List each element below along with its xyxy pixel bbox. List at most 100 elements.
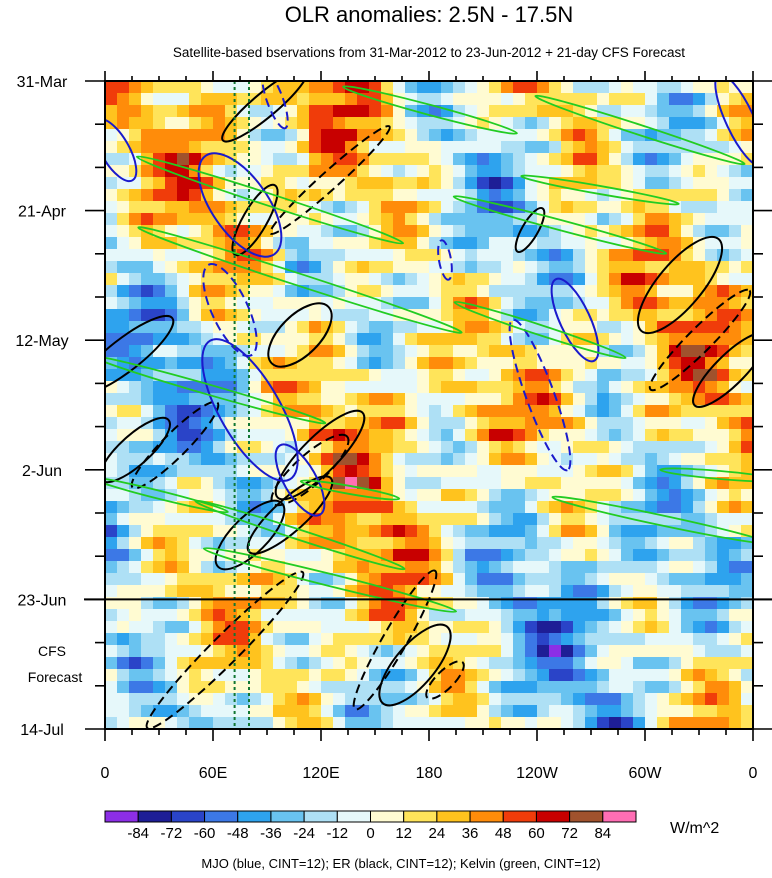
anomaly-cell — [297, 657, 310, 670]
anomaly-cell — [309, 657, 322, 670]
anomaly-cell — [453, 429, 466, 442]
anomaly-cell — [441, 189, 454, 202]
anomaly-cell — [429, 129, 442, 142]
anomaly-cell — [201, 693, 214, 706]
anomaly-cell — [405, 273, 418, 286]
anomaly-cell — [501, 501, 514, 514]
anomaly-cell — [333, 117, 346, 130]
anomaly-cell — [669, 585, 682, 598]
anomaly-cell — [105, 213, 118, 226]
anomaly-cell — [369, 381, 382, 394]
anomaly-cell — [321, 261, 334, 274]
anomaly-cell — [393, 501, 406, 514]
y-tick-label: 14-Jul — [20, 722, 64, 739]
anomaly-cell — [525, 477, 538, 490]
anomaly-cell — [417, 237, 430, 250]
anomaly-cell — [117, 693, 130, 706]
anomaly-cell — [261, 297, 274, 310]
anomaly-cell — [609, 633, 622, 646]
anomaly-cell — [525, 525, 538, 538]
anomaly-cell — [561, 381, 574, 394]
anomaly-cell — [609, 561, 622, 574]
anomaly-cell — [465, 477, 478, 490]
anomaly-cell — [669, 297, 682, 310]
anomaly-cell — [597, 441, 610, 454]
anomaly-cell — [117, 153, 130, 166]
anomaly-cell — [213, 477, 226, 490]
anomaly-cell — [513, 549, 526, 562]
anomaly-cell — [597, 513, 610, 526]
anomaly-cell — [417, 117, 430, 130]
anomaly-cell — [285, 297, 298, 310]
anomaly-cell — [489, 141, 502, 154]
anomaly-cell — [669, 441, 682, 454]
anomaly-cell — [189, 153, 202, 166]
anomaly-cell — [513, 441, 526, 454]
anomaly-cell — [549, 441, 562, 454]
anomaly-cell — [273, 669, 286, 682]
anomaly-cell — [585, 429, 598, 442]
anomaly-cell — [357, 537, 370, 550]
anomaly-cell — [357, 393, 370, 406]
anomaly-cell — [369, 357, 382, 370]
anomaly-cell — [321, 525, 334, 538]
anomaly-cell — [201, 93, 214, 106]
anomaly-cell — [573, 153, 586, 166]
anomaly-cell — [429, 177, 442, 190]
anomaly-cell — [117, 561, 130, 574]
anomaly-cell — [729, 381, 742, 394]
anomaly-cell — [597, 393, 610, 406]
anomaly-cell — [549, 573, 562, 586]
anomaly-cell — [237, 657, 250, 670]
anomaly-cell — [489, 573, 502, 586]
anomaly-cell — [609, 681, 622, 694]
anomaly-cell — [621, 513, 634, 526]
anomaly-cell — [693, 273, 706, 286]
anomaly-cell — [297, 609, 310, 622]
anomaly-cell — [621, 429, 634, 442]
anomaly-cell — [609, 189, 622, 202]
anomaly-cell — [273, 225, 286, 238]
anomaly-cell — [657, 633, 670, 646]
anomaly-cell — [213, 573, 226, 586]
anomaly-cell — [393, 717, 406, 729]
anomaly-cell — [369, 441, 382, 454]
anomaly-cell — [393, 381, 406, 394]
anomaly-cell — [141, 669, 154, 682]
anomaly-cell — [681, 645, 694, 658]
anomaly-cell — [117, 453, 130, 466]
anomaly-cell — [285, 201, 298, 214]
anomaly-cell — [369, 705, 382, 718]
anomaly-cell — [621, 669, 634, 682]
anomaly-cell — [741, 705, 753, 718]
anomaly-cell — [657, 93, 670, 106]
anomaly-cell — [525, 489, 538, 502]
anomaly-cell — [729, 225, 742, 238]
anomaly-cell — [633, 249, 646, 262]
anomaly-cell — [249, 177, 262, 190]
anomaly-cell — [441, 477, 454, 490]
anomaly-cell — [417, 393, 430, 406]
anomaly-cell — [405, 381, 418, 394]
anomaly-cell — [441, 153, 454, 166]
anomaly-cell — [201, 429, 214, 442]
anomaly-cell — [585, 237, 598, 250]
anomaly-cell — [453, 465, 466, 478]
anomaly-cell — [237, 609, 250, 622]
anomaly-cell — [717, 417, 730, 430]
anomaly-cell — [333, 393, 346, 406]
anomaly-cell — [477, 225, 490, 238]
anomaly-cell — [585, 177, 598, 190]
anomaly-cell — [129, 441, 142, 454]
anomaly-cell — [405, 237, 418, 250]
anomaly-cell — [261, 429, 274, 442]
anomaly-cell — [177, 561, 190, 574]
anomaly-cell — [669, 213, 682, 226]
anomaly-cell — [189, 429, 202, 442]
anomaly-cell — [141, 621, 154, 634]
mjo-contour — [105, 117, 138, 183]
anomaly-cell — [657, 669, 670, 682]
anomaly-cell — [297, 321, 310, 334]
anomaly-cell — [693, 297, 706, 310]
anomaly-cell — [129, 621, 142, 634]
